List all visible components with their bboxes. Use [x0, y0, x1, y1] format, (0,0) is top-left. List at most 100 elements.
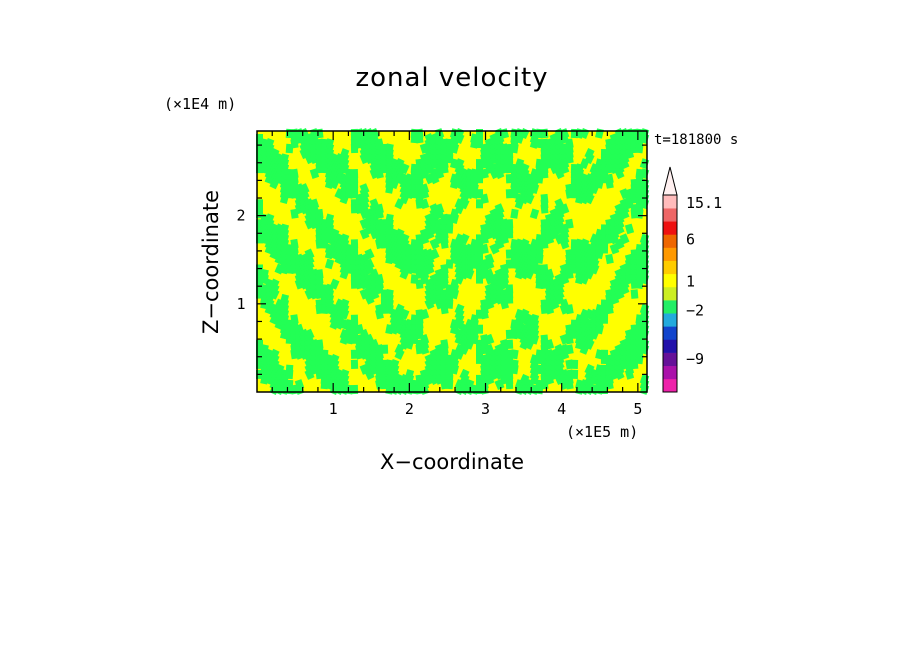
y-tick-label: 1: [236, 295, 245, 313]
field-cell: [624, 223, 635, 235]
colorbar-segment: [663, 208, 677, 222]
chart-title: zonal velocity: [355, 63, 548, 93]
field-cell: [480, 193, 489, 204]
field-cell: [256, 134, 263, 143]
field-cell: [484, 258, 495, 270]
field-cell: [256, 274, 263, 284]
field-cell: [440, 238, 449, 249]
field-cell: [476, 169, 483, 179]
x-axis-label: X−coordinate: [380, 450, 524, 474]
field-cell: [589, 263, 600, 275]
field-cell: [480, 243, 489, 255]
field-cell: [399, 163, 410, 175]
colorbar-label: 1: [686, 273, 695, 291]
field-cell: [605, 178, 614, 189]
field-cell: [484, 333, 495, 345]
field-cell: [480, 168, 489, 179]
field-cell: [476, 344, 483, 354]
field-cell: [505, 379, 514, 390]
time-label: t=181800 s: [654, 132, 738, 148]
field-cell: [329, 278, 340, 290]
y-axis-label: Z−coordinate: [199, 190, 223, 334]
field-cell: [459, 198, 470, 210]
field-cell: [419, 198, 430, 210]
field-cell: [380, 344, 389, 354]
field-cell: [540, 203, 549, 214]
field-cell: [399, 308, 410, 320]
field-cell: [476, 264, 483, 274]
field-cell: [570, 359, 579, 370]
field-cell: [476, 129, 483, 138]
x-axis-unit: (×1E5 m): [566, 423, 638, 441]
field-cell: [285, 369, 294, 380]
field-cell: [364, 248, 375, 260]
field-cell: [600, 244, 609, 254]
field-cell: [256, 354, 263, 364]
field-cell: [614, 368, 625, 380]
x-tick-label: 3: [481, 400, 490, 418]
colorbar-segment: [663, 313, 677, 327]
colorbar-segment: [663, 339, 677, 353]
field-cell: [619, 233, 630, 245]
field-cell: [584, 193, 595, 205]
field-cell: [476, 159, 483, 169]
field-cell: [256, 144, 263, 153]
field-cell: [540, 379, 549, 390]
field-cell: [624, 369, 635, 380]
field-cell: [476, 239, 483, 249]
y-tick-labels: 12: [236, 207, 245, 313]
field-cell: [529, 183, 540, 195]
field-cell: [605, 253, 614, 265]
colorbar-segment: [663, 195, 677, 209]
field-cell: [584, 338, 595, 350]
field-cell: [385, 304, 394, 315]
field-cell: [559, 163, 570, 175]
field-cell: [476, 309, 483, 319]
field-cell: [565, 379, 574, 390]
field-cell: [256, 199, 263, 209]
field-cell: [476, 249, 483, 259]
colorbar-segment: [663, 300, 677, 314]
field-cell: [464, 268, 475, 280]
field-cell: [476, 339, 483, 349]
field-cell: [256, 349, 263, 359]
colorbar: [662, 166, 678, 393]
field-cell: [565, 218, 574, 229]
field-cell: [445, 379, 454, 390]
x-tick-label: 1: [329, 400, 338, 418]
field-cell: [476, 380, 483, 389]
field-cell: [559, 238, 570, 250]
field-cell: [256, 209, 263, 219]
plot-area: [256, 127, 650, 396]
colorbar-segment: [663, 286, 677, 301]
field-cell: [480, 309, 489, 320]
field-cell: [256, 279, 263, 289]
field-cell: [415, 133, 424, 144]
field-cell: [350, 359, 359, 370]
field-cell: [476, 134, 483, 143]
field-cell: [476, 189, 483, 199]
field-cell: [429, 248, 440, 260]
field-cell: [544, 338, 555, 350]
field-cell: [290, 138, 299, 149]
field-cell: [350, 143, 359, 154]
field-cell: [635, 208, 644, 219]
colorbar-segment: [663, 260, 677, 275]
field-cell: [614, 223, 625, 235]
colorbar-label: 15.1: [686, 194, 722, 212]
field-cell: [256, 149, 263, 159]
field-cell: [476, 259, 483, 269]
field-cell: [595, 324, 604, 335]
field-cell: [256, 359, 263, 369]
field-cell: [324, 258, 335, 270]
field-cell: [256, 139, 263, 148]
field-cell: [459, 233, 470, 245]
colorbar-segment: [663, 378, 677, 393]
field-cell: [476, 269, 483, 279]
field-cell: [510, 143, 519, 154]
field-cell: [315, 128, 324, 139]
field-cell: [445, 153, 454, 164]
field-cell: [256, 284, 263, 294]
field-cell: [635, 354, 644, 365]
